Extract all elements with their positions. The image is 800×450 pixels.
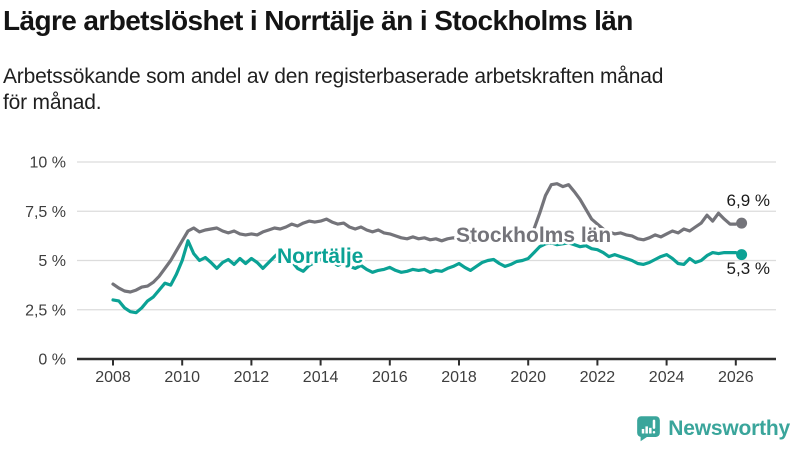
x-axis-tick-label: 2026 xyxy=(718,369,754,386)
series-line-norrtalje xyxy=(111,239,744,315)
series-endpoint-dot-norrtalje xyxy=(736,249,748,261)
logo-bar-small xyxy=(642,428,645,434)
logo-exclamation-dot xyxy=(653,431,656,434)
x-axis: 2008 2010 2012 2014 2016 2018 2020 2022 2024 2026 xyxy=(95,359,754,386)
x-axis-tick-label: 2016 xyxy=(372,369,408,386)
x-axis-tick-label: 2010 xyxy=(164,369,200,386)
logo-bar-tall xyxy=(645,426,649,434)
chart-title: Lägre arbetslöshet i Norrtälje än i Stoc… xyxy=(3,5,633,36)
newsworthy-logo-text: Newsworthy xyxy=(668,416,790,440)
logo-exclamation-stem xyxy=(653,419,656,429)
series-line-stockholms-lan xyxy=(111,182,744,294)
chart-subtitle-line-2: för månad. xyxy=(3,91,102,114)
series-endpoint-dot-stockholms-lan xyxy=(736,217,748,229)
x-axis-tick-label: 2008 xyxy=(95,369,131,386)
chart-subtitle-line-1: Arbetssökande som andel av den registerb… xyxy=(3,65,664,88)
x-axis-tick-label: 2012 xyxy=(234,369,270,386)
series-layer xyxy=(111,182,748,315)
y-axis-tick-label: 10 % xyxy=(30,155,66,172)
chart-subtitle: Arbetssökande som andel av den registerb… xyxy=(3,64,797,116)
newsworthy-logo-icon xyxy=(637,416,661,442)
x-axis-tick-label: 2020 xyxy=(510,369,546,386)
series-label-stockholms-lan: Stockholms län xyxy=(456,224,611,247)
end-value-label-norrtalje: 5,3 % xyxy=(727,259,770,278)
x-axis-tick-label: 2014 xyxy=(303,369,339,386)
y-axis-tick-label: 7,5 % xyxy=(25,204,66,221)
x-axis-tick-label: 2018 xyxy=(441,369,477,386)
x-axis-tick-label: 2024 xyxy=(649,369,685,386)
newsworthy-logo: Newsworthy xyxy=(636,415,790,442)
logo-bar-medium xyxy=(649,427,652,434)
y-axis-tick-label: 0 % xyxy=(38,352,66,369)
x-axis-tick-label: 2022 xyxy=(580,369,616,386)
grid-layer: 10 % 7,5 % 5 % 2,5 % 0 % xyxy=(25,155,776,369)
y-axis-tick-label: 2,5 % xyxy=(25,302,66,319)
end-value-label-stockholms-lan: 6,9 % xyxy=(727,191,770,210)
y-axis-tick-label: 5 % xyxy=(38,253,66,270)
series-label-norrtalje: Norrtälje xyxy=(277,245,363,268)
